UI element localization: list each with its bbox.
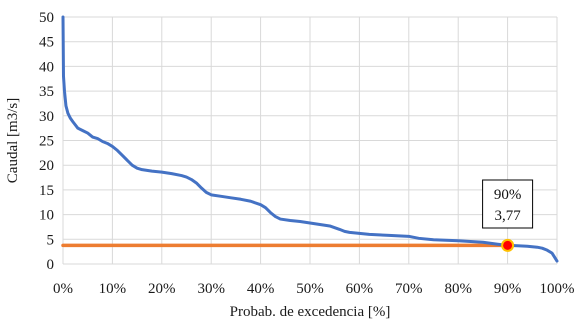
y-tick-label: 45 [39,35,54,51]
x-tick-label: 70% [395,281,423,297]
y-tick-label: 50 [39,10,54,26]
y-tick-label: 5 [47,232,55,248]
x-tick-label: 20% [148,281,176,297]
y-tick-label: 0 [47,257,55,273]
x-tick-labels: 0% 10% 20% 30% 40% 50% 60% 70% 80% 90% 100% [53,281,575,297]
x-tick-label: 90% [494,281,522,297]
y-axis-title: Caudal [m3/s] [5,98,21,183]
x-tick-label: 40% [247,281,275,297]
y-tick-label: 35 [39,84,54,100]
y-tick-label: 25 [39,134,54,150]
x-axis-title: Probab. de excedencia [%] [230,304,391,320]
x-tick-label: 60% [346,281,374,297]
highlight-point-marker [501,238,515,252]
y-tick-label: 15 [39,183,54,199]
y-tick-label: 20 [39,158,54,174]
flow-duration-curve [61,15,559,263]
x-tick-label: 50% [296,281,324,297]
x-tick-label: 80% [444,281,472,297]
x-tick-label: 0% [53,281,73,297]
y-tick-labels: 0 5 10 15 20 25 30 35 40 45 50 [39,10,54,273]
y-tick-label: 10 [39,208,54,224]
x-tick-label: 30% [197,281,225,297]
annotation-group: 90% 3,77 [482,179,534,229]
annotation-value-label: 3,77 [494,208,521,224]
x-tick-label: 10% [99,281,127,297]
annotation-box [482,179,534,229]
annotation-percent-label: 90% [494,187,522,203]
series-group [61,15,559,263]
y-tick-label: 30 [39,109,54,125]
y-tick-label: 40 [39,59,54,75]
x-tick-label: 100% [540,281,575,297]
